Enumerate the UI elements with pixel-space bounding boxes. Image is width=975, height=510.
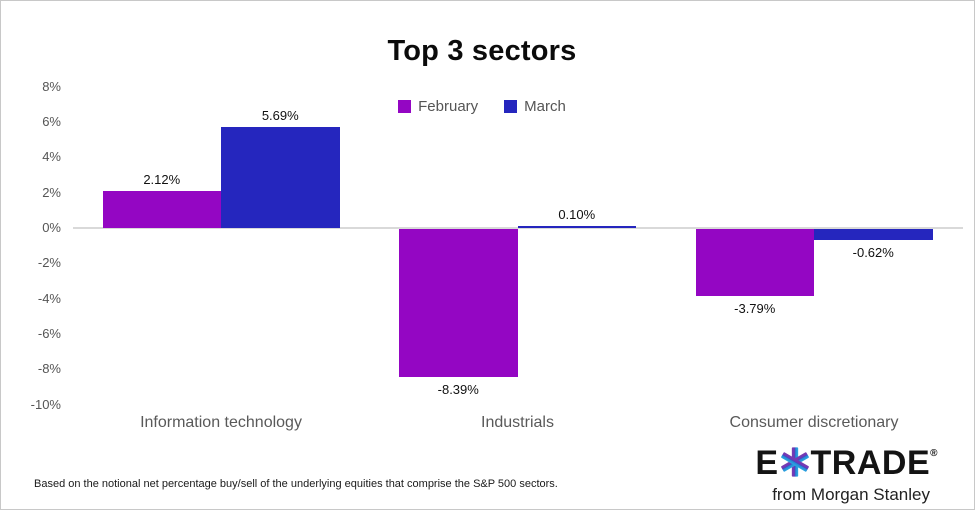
bar-value-label: 5.69% xyxy=(261,108,299,124)
legend-item-february: February xyxy=(398,98,478,115)
legend-label: March xyxy=(524,98,566,115)
etrade-tagline: from Morgan Stanley xyxy=(772,485,930,504)
chart-title: Top 3 sectors xyxy=(387,35,577,67)
y-axis-tick-label: 4% xyxy=(42,149,61,165)
registered-mark: ® xyxy=(930,448,938,459)
bar-value-label: -0.62% xyxy=(852,244,894,260)
bar-march-0 xyxy=(221,127,340,228)
category-label-0: Information technology xyxy=(140,414,302,431)
footnote-text: Based on the notional net percentage buy… xyxy=(34,478,558,490)
y-axis-tick-label: -8% xyxy=(37,361,61,377)
bar-march-1 xyxy=(517,226,636,228)
y-axis-tick-label: 8% xyxy=(42,78,61,94)
legend-label: February xyxy=(418,98,479,115)
y-axis-tick-label: 2% xyxy=(42,184,61,200)
y-axis-tick-label: 0% xyxy=(42,220,61,235)
legend-swatch-february xyxy=(398,100,412,113)
y-axis-tick-label: -10% xyxy=(30,396,61,412)
bar-march-2 xyxy=(814,229,933,240)
etrade-wordmark: E TRADE® xyxy=(755,437,938,484)
zero-axis-line xyxy=(73,227,963,229)
bar-value-label: 2.12% xyxy=(143,171,181,187)
etrade-letters-trade: TRADE xyxy=(810,444,931,482)
bar-value-label: -8.39% xyxy=(437,382,479,398)
bar-february-0 xyxy=(102,190,221,228)
legend-swatch-march xyxy=(504,100,518,113)
chart-legend: February March xyxy=(1,98,963,115)
bar-february-1 xyxy=(399,229,518,378)
category-label-2: Consumer discretionary xyxy=(729,414,899,431)
y-axis-tick-label: -4% xyxy=(37,290,61,306)
etrade-letter-e: E xyxy=(755,444,779,482)
legend-item-march: March xyxy=(504,98,566,115)
etrade-logo: E TRADE® from Morgan Stanley xyxy=(755,437,938,505)
bar-value-label: -3.79% xyxy=(734,300,776,316)
category-label-1: Industrials xyxy=(481,414,554,431)
y-axis-tick-label: -6% xyxy=(37,326,61,342)
bar-value-label: 0.10% xyxy=(558,207,596,222)
etrade-star-icon xyxy=(780,447,810,486)
y-axis-tick-label: 6% xyxy=(42,113,61,129)
bar-february-2 xyxy=(695,229,814,296)
y-axis-tick-label: -2% xyxy=(37,255,61,271)
